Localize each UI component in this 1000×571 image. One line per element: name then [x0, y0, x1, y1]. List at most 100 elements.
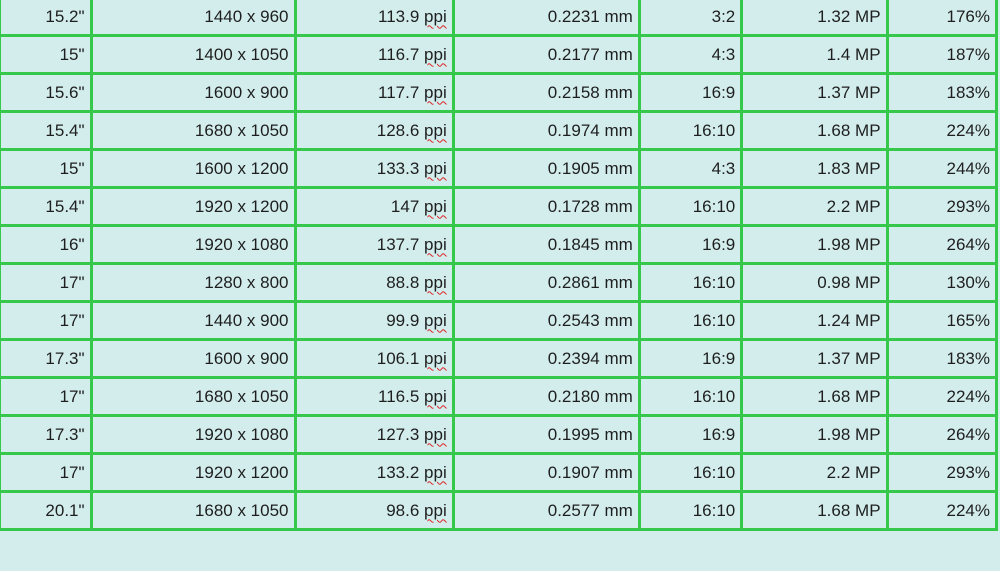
ppi-cell[interactable]: 133.2 ppi — [293, 452, 455, 493]
pixel-pitch-cell[interactable]: 0.1907 mm — [451, 452, 641, 493]
ppi-cell[interactable]: 137.7 ppi — [293, 224, 455, 265]
resolution-cell[interactable]: 1280 x 800 — [89, 262, 297, 303]
pixel-pitch-cell[interactable]: 0.1974 mm — [451, 110, 641, 151]
megapixels-cell[interactable]: 1.68 MP — [740, 490, 889, 531]
scaling-cell[interactable]: 165% — [885, 300, 999, 341]
aspect-ratio-cell[interactable]: 16:9 — [637, 72, 744, 113]
pixel-pitch-cell[interactable]: 0.2543 mm — [451, 300, 641, 341]
scaling-cell[interactable]: 224% — [885, 490, 999, 531]
resolution-cell[interactable]: 1600 x 900 — [89, 338, 297, 379]
aspect-ratio-cell[interactable]: 4:3 — [637, 34, 744, 75]
diagonal-cell[interactable]: 15.2" — [0, 0, 93, 37]
aspect-ratio-cell[interactable]: 16:9 — [637, 414, 744, 455]
megapixels-cell[interactable]: 1.32 MP — [740, 0, 889, 37]
ppi-cell[interactable]: 98.6 ppi — [293, 490, 455, 531]
megapixels-cell[interactable]: 2.2 MP — [740, 186, 889, 227]
scaling-cell[interactable]: 293% — [885, 452, 999, 493]
diagonal-cell[interactable]: 15" — [0, 148, 93, 189]
scaling-cell[interactable]: 293% — [885, 186, 999, 227]
megapixels-cell[interactable]: 1.4 MP — [740, 34, 889, 75]
ppi-cell[interactable]: 88.8 ppi — [293, 262, 455, 303]
pixel-pitch-cell[interactable]: 0.1995 mm — [451, 414, 641, 455]
scaling-cell[interactable]: 176% — [885, 0, 999, 37]
resolution-cell[interactable]: 1920 x 1200 — [89, 452, 297, 493]
diagonal-cell[interactable]: 17.3" — [0, 414, 93, 455]
aspect-ratio-cell[interactable]: 4:3 — [637, 148, 744, 189]
diagonal-cell[interactable]: 15.4" — [0, 186, 93, 227]
aspect-ratio-cell[interactable]: 16:9 — [637, 338, 744, 379]
resolution-cell[interactable]: 1920 x 1200 — [89, 186, 297, 227]
diagonal-cell[interactable]: 16" — [0, 224, 93, 265]
pixel-pitch-cell[interactable]: 0.2177 mm — [451, 34, 641, 75]
pixel-pitch-cell[interactable]: 0.1905 mm — [451, 148, 641, 189]
ppi-cell[interactable]: 128.6 ppi — [293, 110, 455, 151]
scaling-cell[interactable]: 183% — [885, 338, 999, 379]
ppi-cell[interactable]: 99.9 ppi — [293, 300, 455, 341]
ppi-cell[interactable]: 117.7 ppi — [293, 72, 455, 113]
aspect-ratio-cell[interactable]: 16:10 — [637, 300, 744, 341]
resolution-cell[interactable]: 1680 x 1050 — [89, 376, 297, 417]
pixel-pitch-cell[interactable]: 0.1728 mm — [451, 186, 641, 227]
megapixels-cell[interactable]: 2.2 MP — [740, 452, 889, 493]
pixel-pitch-cell[interactable]: 0.2577 mm — [451, 490, 641, 531]
ppi-cell[interactable]: 147 ppi — [293, 186, 455, 227]
pixel-pitch-cell[interactable]: 0.2231 mm — [451, 0, 641, 37]
resolution-cell[interactable]: 1680 x 1050 — [89, 490, 297, 531]
resolution-cell[interactable]: 1440 x 960 — [89, 0, 297, 37]
resolution-cell[interactable]: 1600 x 1200 — [89, 148, 297, 189]
aspect-ratio-cell[interactable]: 16:10 — [637, 490, 744, 531]
megapixels-cell[interactable]: 1.24 MP — [740, 300, 889, 341]
ppi-cell[interactable]: 116.5 ppi — [293, 376, 455, 417]
scaling-cell[interactable]: 244% — [885, 148, 999, 189]
scaling-cell[interactable]: 187% — [885, 34, 999, 75]
scaling-cell[interactable]: 264% — [885, 224, 999, 265]
aspect-ratio-cell[interactable]: 16:9 — [637, 224, 744, 265]
ppi-cell[interactable]: 106.1 ppi — [293, 338, 455, 379]
ppi-cell[interactable]: 113.9 ppi — [293, 0, 455, 37]
aspect-ratio-cell[interactable]: 16:10 — [637, 186, 744, 227]
resolution-cell[interactable]: 1920 x 1080 — [89, 414, 297, 455]
aspect-ratio-cell[interactable]: 16:10 — [637, 110, 744, 151]
scaling-cell[interactable]: 224% — [885, 110, 999, 151]
aspect-ratio-cell[interactable]: 16:10 — [637, 262, 744, 303]
megapixels-cell[interactable]: 1.98 MP — [740, 224, 889, 265]
aspect-ratio-cell[interactable]: 3:2 — [637, 0, 744, 37]
diagonal-cell[interactable]: 15" — [0, 34, 93, 75]
diagonal-cell[interactable]: 17" — [0, 262, 93, 303]
diagonal-cell[interactable]: 17.3" — [0, 338, 93, 379]
diagonal-cell[interactable]: 17" — [0, 376, 93, 417]
megapixels-cell[interactable]: 1.37 MP — [740, 72, 889, 113]
diagonal-cell[interactable]: 20.1" — [0, 490, 93, 531]
ppi-cell[interactable]: 127.3 ppi — [293, 414, 455, 455]
megapixels-cell[interactable]: 1.68 MP — [740, 376, 889, 417]
aspect-ratio-cell[interactable]: 16:10 — [637, 452, 744, 493]
pixel-pitch-cell[interactable]: 0.2861 mm — [451, 262, 641, 303]
pixel-pitch-cell[interactable]: 0.2394 mm — [451, 338, 641, 379]
diagonal-cell[interactable]: 15.6" — [0, 72, 93, 113]
ppi-cell[interactable]: 116.7 ppi — [293, 34, 455, 75]
table-row: 15.4" 1920 x 1200 147 ppi 0.1728 mm 16:10 2.2… — [0, 186, 999, 227]
pixel-pitch-cell[interactable]: 0.2180 mm — [451, 376, 641, 417]
megapixels-cell[interactable]: 1.68 MP — [740, 110, 889, 151]
ppi-unit: ppi — [424, 348, 447, 368]
ppi-cell[interactable]: 133.3 ppi — [293, 148, 455, 189]
megapixels-cell[interactable]: 1.83 MP — [740, 148, 889, 189]
resolution-cell[interactable]: 1440 x 900 — [89, 300, 297, 341]
scaling-cell[interactable]: 264% — [885, 414, 999, 455]
pixel-pitch-cell[interactable]: 0.2158 mm — [451, 72, 641, 113]
diagonal-cell[interactable]: 15.4" — [0, 110, 93, 151]
megapixels-cell[interactable]: 0.98 MP — [740, 262, 889, 303]
pixel-pitch-cell[interactable]: 0.1845 mm — [451, 224, 641, 265]
megapixels-cell[interactable]: 1.37 MP — [740, 338, 889, 379]
resolution-cell[interactable]: 1680 x 1050 — [89, 110, 297, 151]
scaling-cell[interactable]: 183% — [885, 72, 999, 113]
diagonal-cell[interactable]: 17" — [0, 452, 93, 493]
megapixels-cell[interactable]: 1.98 MP — [740, 414, 889, 455]
scaling-cell[interactable]: 224% — [885, 376, 999, 417]
diagonal-cell[interactable]: 17" — [0, 300, 93, 341]
resolution-cell[interactable]: 1400 x 1050 — [89, 34, 297, 75]
scaling-cell[interactable]: 130% — [885, 262, 999, 303]
resolution-cell[interactable]: 1600 x 900 — [89, 72, 297, 113]
resolution-cell[interactable]: 1920 x 1080 — [89, 224, 297, 265]
aspect-ratio-cell[interactable]: 16:10 — [637, 376, 744, 417]
